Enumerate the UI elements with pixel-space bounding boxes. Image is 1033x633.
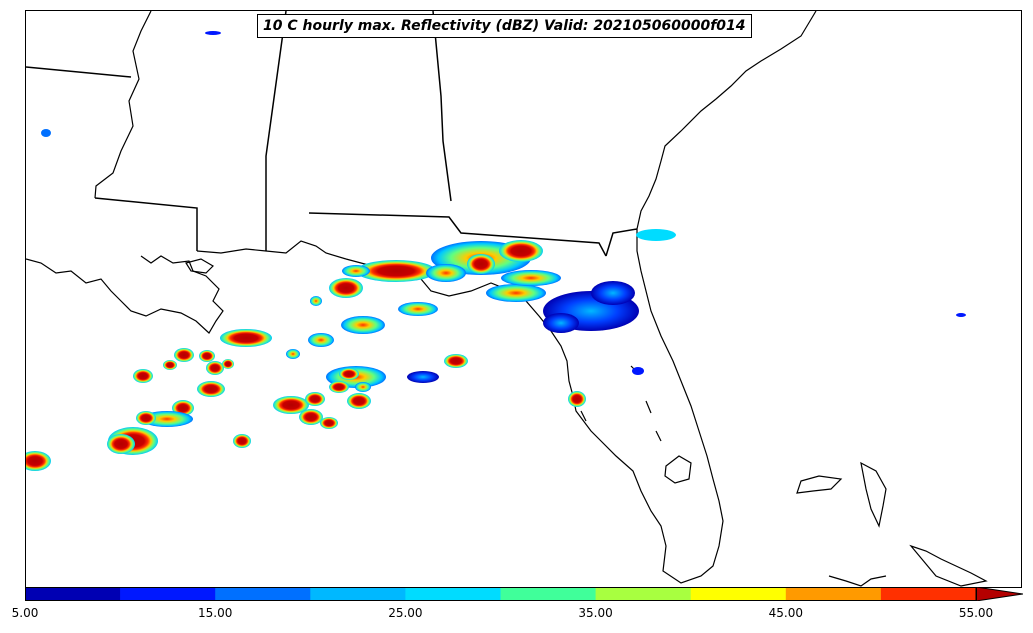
louisiana-coast — [26, 255, 224, 334]
colorbar-outline — [25, 587, 977, 601]
echo-cell — [222, 359, 234, 369]
colorbar-swatch — [785, 587, 882, 601]
keys — [580, 365, 662, 442]
colorbar-swatch — [690, 587, 787, 601]
border-ar-la — [26, 66, 132, 78]
echo-cell — [347, 393, 371, 409]
echo-cell — [286, 349, 300, 359]
map-panel — [25, 10, 1022, 588]
border-ms-al — [265, 11, 287, 251]
echo-cell — [356, 260, 436, 282]
colorbar-swatch — [310, 587, 406, 601]
echo-cell — [197, 381, 225, 397]
colorbar-swatches — [25, 587, 977, 601]
border-ms-la — [94, 197, 198, 251]
echo-cell — [320, 417, 338, 429]
echo-cell — [220, 329, 272, 347]
reflectivity-map — [26, 11, 988, 587]
colorbar-swatch — [25, 587, 121, 601]
echo-cell — [26, 451, 51, 471]
colorbar-swatch — [405, 587, 501, 601]
colorbar — [25, 587, 1023, 601]
echo-cell — [305, 392, 325, 406]
echo-cell — [206, 361, 224, 375]
colorbar-tick-label: 5.00 — [11, 606, 39, 620]
border-ga-al — [432, 11, 452, 202]
echo-cell — [341, 316, 385, 334]
lake-okeechobee — [664, 455, 692, 484]
border-ga-fl — [605, 228, 638, 257]
bahamas-eleuthera — [909, 544, 988, 587]
echo-cell — [299, 409, 323, 425]
echo-cell — [41, 129, 51, 137]
echo-cell — [273, 396, 309, 414]
echo-cell — [329, 381, 349, 393]
colorbar-swatch — [215, 587, 311, 601]
echo-cell — [199, 350, 215, 362]
echo-cell — [398, 302, 438, 316]
colorbar-tick-label: 55.00 — [958, 606, 994, 620]
echo-cell — [591, 281, 635, 305]
echo-cell — [174, 348, 194, 362]
echo-cell — [342, 265, 370, 277]
echo-cell — [407, 371, 439, 383]
echo-cell — [467, 254, 495, 274]
bahamas-andros — [796, 475, 843, 494]
echo-cell — [329, 278, 363, 298]
atlantic-coast — [636, 11, 817, 230]
echo-cell — [426, 264, 466, 282]
echo-cell — [107, 434, 135, 454]
colorbar-swatch — [500, 587, 597, 601]
border-al-fl — [308, 212, 607, 257]
colorbar-swatch — [120, 587, 216, 601]
echo-cell — [501, 270, 561, 286]
echo-cell — [568, 391, 586, 407]
colorbar-extend-arrow — [975, 587, 1023, 601]
reflectivity-cells — [26, 31, 966, 471]
echo-cell — [339, 368, 359, 380]
bahamas-abaco — [860, 461, 887, 528]
echo-cell — [310, 296, 322, 306]
echo-cell — [636, 229, 676, 241]
florida-panhandle-coast — [345, 229, 724, 584]
colorbar-swatch — [880, 587, 977, 601]
echo-cell — [205, 31, 221, 35]
echo-cell — [444, 354, 468, 368]
lake-pontchartrain — [185, 258, 214, 274]
colorbar-tick-label: 15.00 — [198, 606, 233, 620]
colorbar-tick-label: 35.00 — [578, 606, 613, 620]
map-title: 10 C hourly max. Reflectivity (dBZ) Vali… — [257, 14, 752, 38]
echo-cell — [956, 313, 966, 317]
cuba-coast — [828, 575, 887, 587]
echo-cell — [133, 369, 153, 383]
colorbar-tick-label: 45.00 — [768, 606, 803, 620]
echo-cell — [486, 284, 546, 302]
echo-cell — [499, 240, 543, 262]
mississippi-river — [94, 11, 152, 199]
echo-cell — [632, 367, 644, 375]
echo-cell — [308, 333, 334, 347]
echo-cell — [233, 434, 251, 448]
echo-cell — [136, 411, 156, 425]
echo-cell — [163, 360, 177, 370]
echo-cell — [355, 382, 371, 392]
colorbar-swatch — [595, 587, 692, 601]
echo-cell — [543, 313, 579, 333]
colorbar-tick-label: 25.00 — [388, 606, 423, 620]
ms-al-coast — [196, 240, 347, 260]
state-borders — [26, 11, 638, 257]
